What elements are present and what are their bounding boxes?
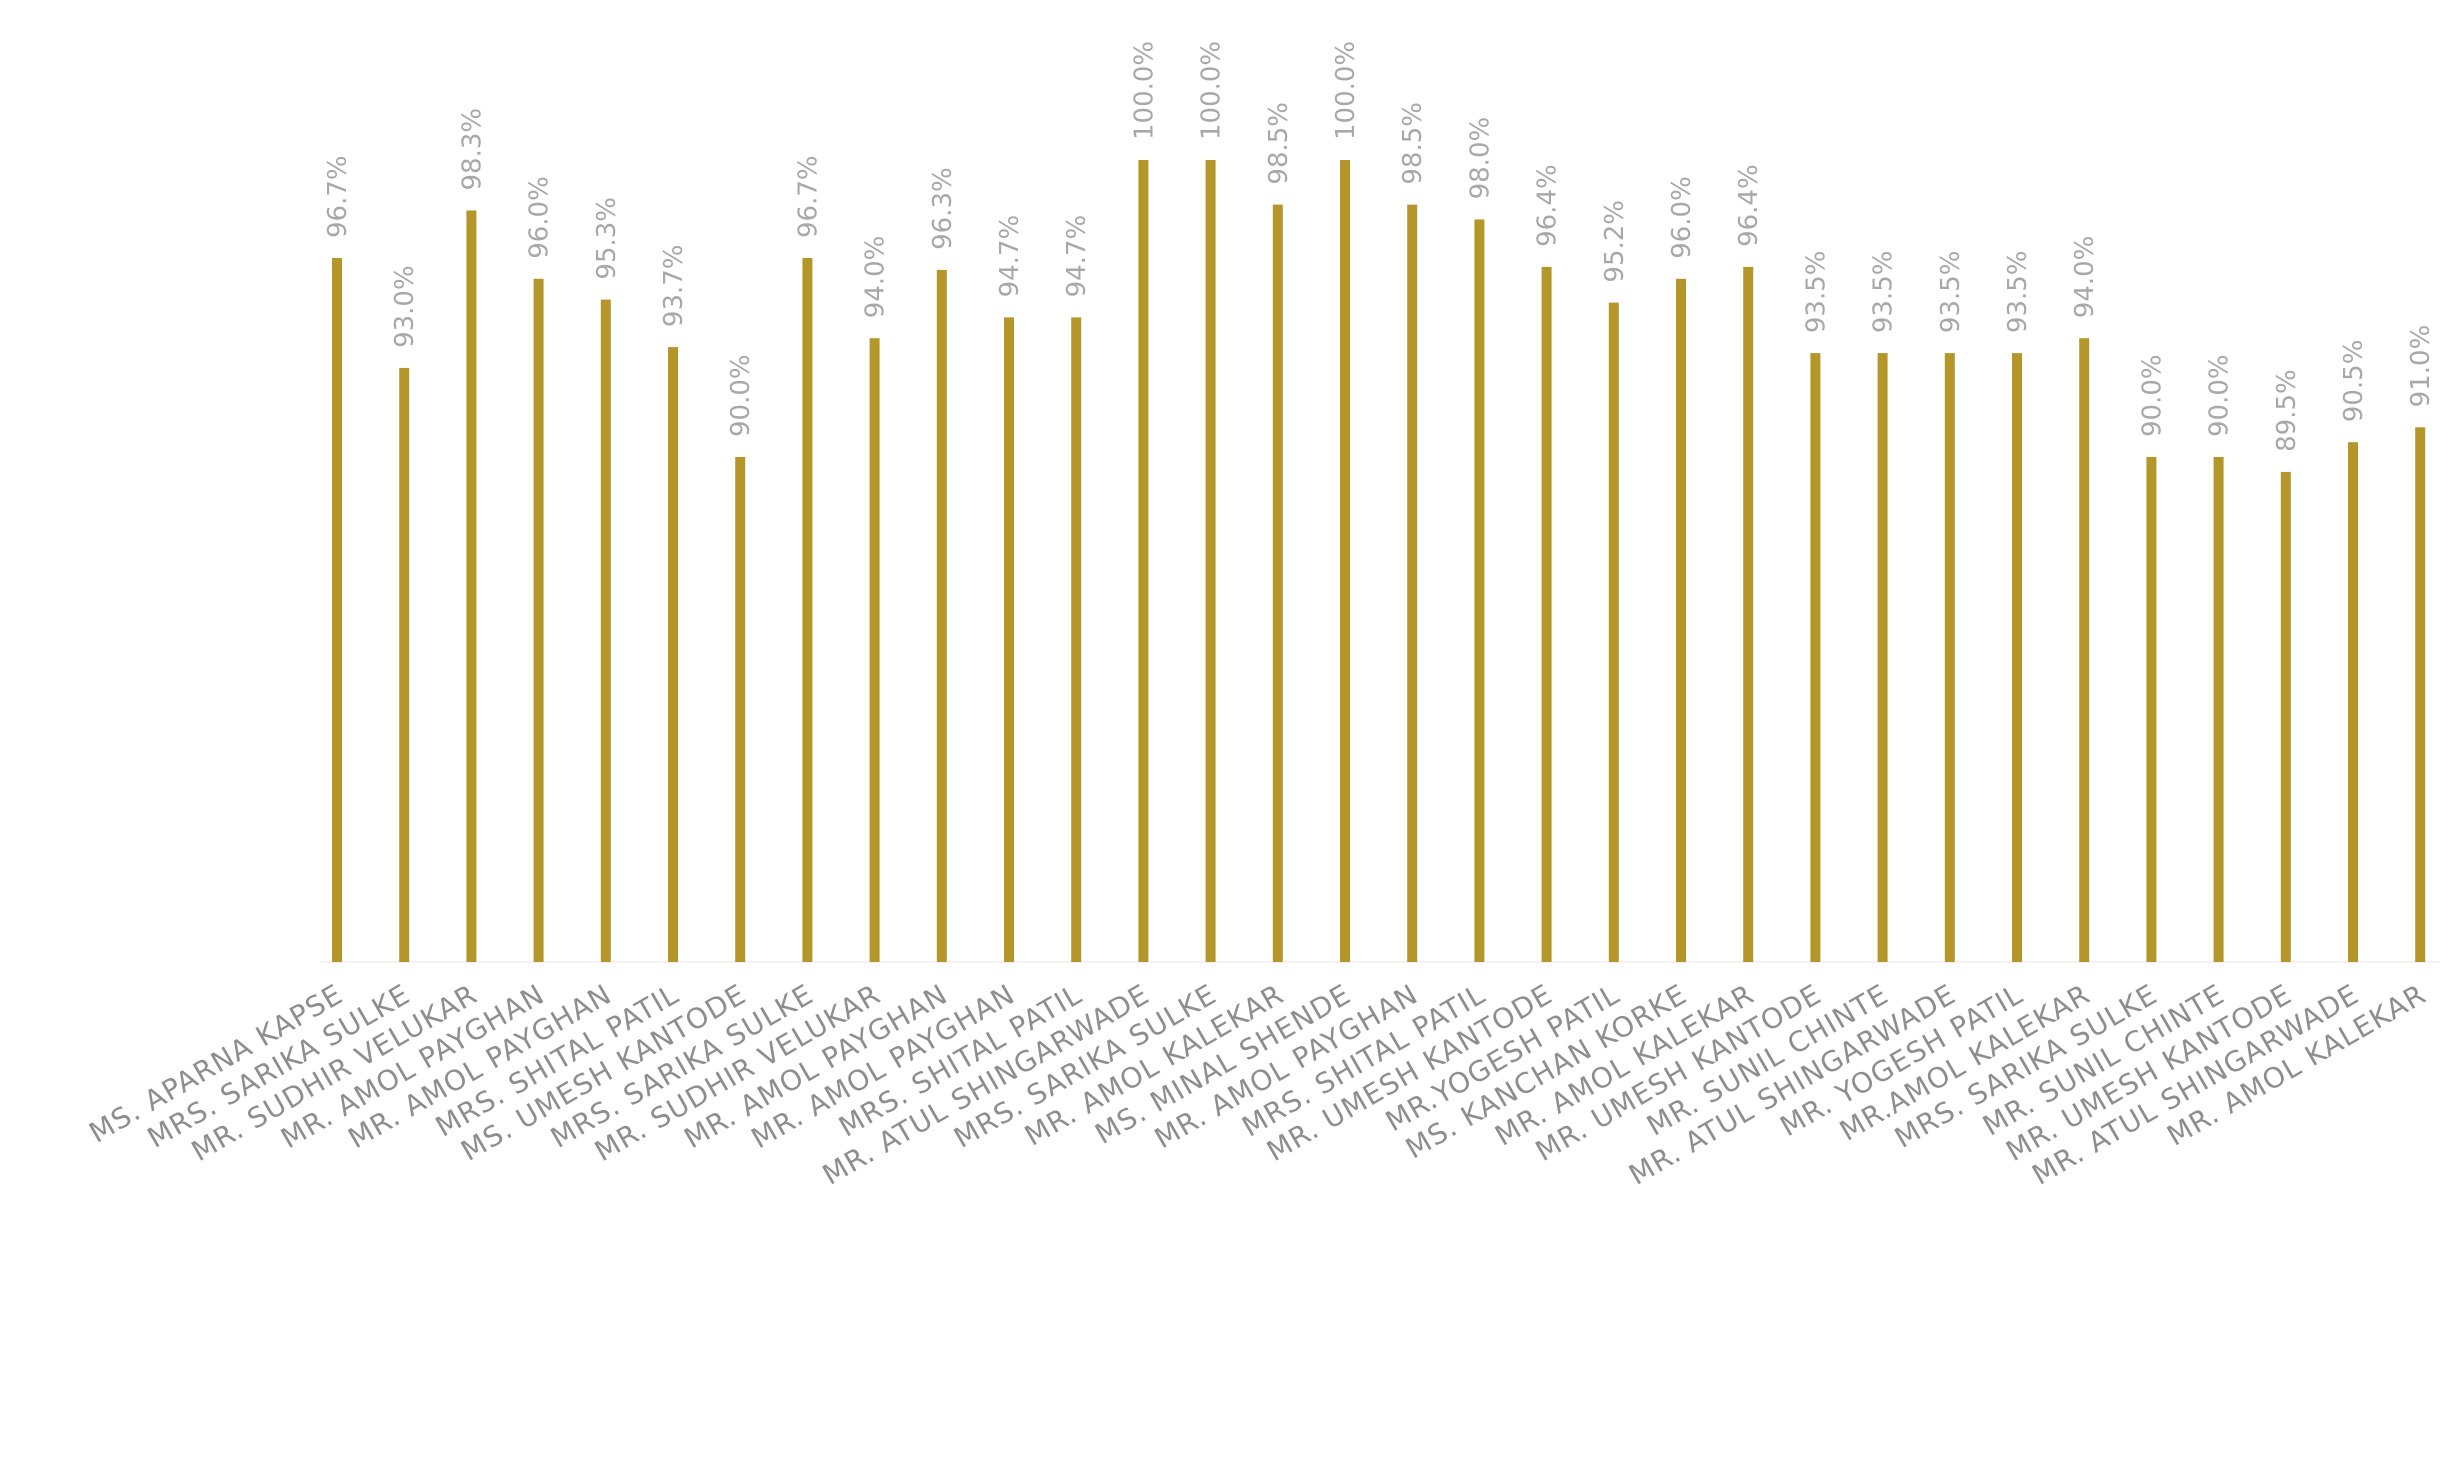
bar-19 (1608, 302, 1619, 963)
bars-group (332, 160, 2426, 963)
data-label-12: 100.0% (1129, 41, 1159, 140)
bar-18 (1541, 266, 1552, 962)
data-label-6: 90.0% (726, 354, 756, 437)
data-labels-group: 96.7% 93.0% 98.3% 96.0% 95.3% 93.7% 90.0% 96.7%… (323, 41, 2436, 452)
data-label-22: 93.5% (1801, 250, 1831, 333)
data-label-8: 94.0% (861, 236, 891, 319)
data-label-4: 95.3% (592, 197, 622, 280)
data-label-3: 96.0% (525, 176, 555, 259)
bar-5 (668, 347, 678, 963)
data-label-13: 100.0% (1197, 41, 1227, 140)
data-label-10: 94.7% (995, 215, 1025, 298)
bar-15 (1340, 160, 1350, 962)
data-label-27: 90.0% (2137, 354, 2167, 437)
data-label-23: 93.5% (1869, 250, 1899, 333)
data-label-18: 96.4% (1533, 164, 1563, 247)
data-label-29: 89.5% (2272, 369, 2302, 452)
bar-4 (600, 299, 611, 963)
bar-25 (2012, 353, 2022, 963)
bar-20 (1676, 278, 1686, 962)
bar-8 (869, 338, 880, 962)
bar-23 (1877, 353, 1888, 963)
bar-27 (2146, 457, 2157, 962)
data-label-11: 94.7% (1062, 215, 1092, 298)
data-label-17: 98.0% (1465, 117, 1495, 200)
bar-9 (936, 269, 947, 962)
bar-2 (466, 210, 477, 962)
data-label-25: 93.5% (2003, 250, 2033, 333)
data-label-19: 95.2% (1600, 200, 1630, 283)
bar-14 (1272, 204, 1283, 963)
data-label-31: 91.0% (2406, 325, 2436, 408)
data-label-15: 100.0% (1331, 41, 1361, 140)
bar-12 (1138, 160, 1149, 962)
bar-30 (2348, 442, 2358, 962)
bar-21 (1743, 266, 1754, 962)
data-label-28: 90.0% (2205, 354, 2235, 437)
data-label-1: 93.0% (390, 265, 420, 348)
data-label-14: 98.5% (1264, 102, 1294, 185)
bar-1 (399, 367, 410, 962)
bar-7 (802, 258, 813, 962)
bar-0 (332, 258, 342, 962)
data-label-24: 93.5% (1936, 250, 1966, 333)
data-label-0: 96.7% (323, 155, 353, 238)
data-label-5: 93.7% (659, 244, 689, 327)
data-label-2: 98.3% (457, 108, 487, 191)
data-label-21: 96.4% (1734, 164, 1764, 247)
bar-24 (1944, 353, 1955, 963)
data-label-16: 98.5% (1398, 102, 1428, 185)
bar-22 (1810, 353, 1821, 963)
bar-29 (2280, 471, 2291, 962)
bar-3 (533, 278, 544, 962)
bar-17 (1474, 219, 1485, 962)
data-label-9: 96.3% (928, 167, 958, 250)
data-label-20: 96.0% (1667, 176, 1697, 259)
bar-11 (1071, 317, 1082, 962)
data-label-30: 90.5% (2339, 340, 2369, 423)
bar-28 (2213, 457, 2224, 962)
bar-31 (2415, 427, 2426, 962)
bar-10 (1004, 317, 1014, 962)
data-label-7: 96.7% (793, 155, 823, 238)
bar-6 (735, 457, 746, 962)
bar-16 (1407, 204, 1418, 963)
bar-13 (1205, 160, 1216, 962)
bar-26 (2079, 338, 2090, 962)
data-label-26: 94.0% (2070, 236, 2100, 319)
